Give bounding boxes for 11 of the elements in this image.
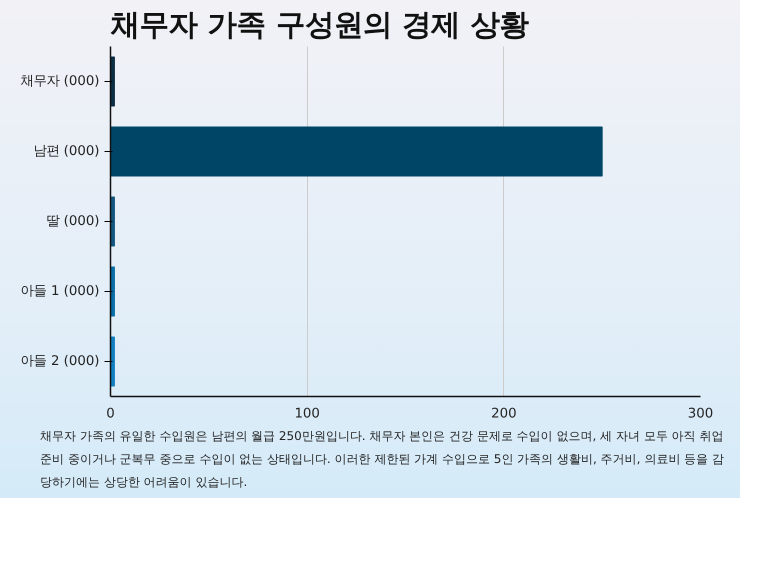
chart-title: 채무자 가족 구성원의 경제 상황 [110,8,528,42]
x-tick-label: 100 [294,406,320,422]
x-tick-label: 200 [491,406,517,422]
y-tick-label: 딸 (000) [46,214,100,229]
x-tick-label: 300 [688,406,714,422]
y-tick-label: 아들 2 (000) [20,354,100,369]
y-tick-label: 채무자 (000) [20,74,100,89]
text: 채무자 가족의 유일한 수입원은 남편의 월급 250만원입니다. 채무자 본인은 건강 문제로 수입이 없으며, 세 자녀 모두 아직 취업 준비 중이거나 군복무 중으로 수입이 없는 상태입니다. 이러한 제한된 가계 수입으로 5인 가족의 생활비, 주거비, 의료비 등을 감당하기에는 상당한 어려움이 있습니다. [40,428,725,491]
y-tick-label: 남편 (000) [33,144,100,159]
x-tick-label: 0 [106,406,115,422]
y-tick-label: 아들 1 (000) [20,284,100,299]
